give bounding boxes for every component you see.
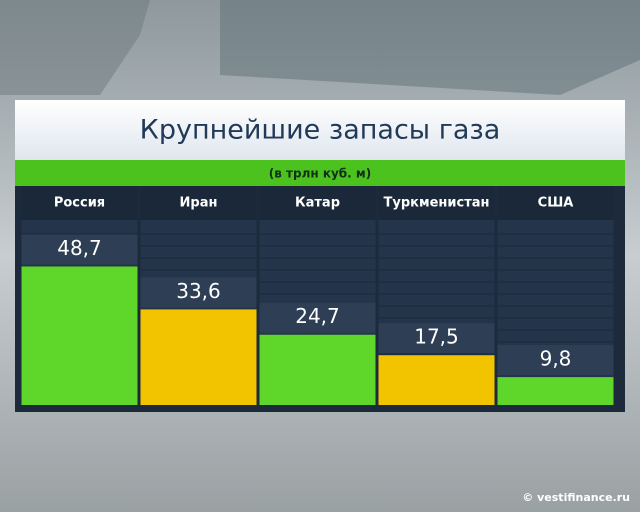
bar [259,334,376,405]
column-header [497,186,614,220]
bar [378,355,495,405]
bar [21,266,138,405]
value-label-box [259,302,376,333]
x-tick-label: Катар [295,196,340,211]
bar [497,377,614,405]
bar [140,309,257,405]
column-header [378,186,495,220]
value-label-box [140,277,257,308]
column-header [259,186,376,220]
bg-shape [0,0,150,95]
value-label-box [378,323,495,354]
source: © vestifinance.ru [522,491,630,504]
bg-shape [220,0,640,95]
chart-title: Крупнейшие запасы газа [140,115,501,146]
value-label: 48,7 [57,236,102,260]
title-panel [15,100,625,160]
x-tick-label: США [538,196,574,211]
value-label: 33,6 [176,279,221,303]
value-label: 24,7 [295,304,340,328]
x-tick-label: Иран [180,196,218,211]
value-label: 9,8 [540,347,572,371]
value-label: 17,5 [414,325,459,349]
x-tick-label: Россия [54,196,105,211]
column-header [21,186,138,220]
x-tick-label: Туркменистан [384,196,490,211]
chart-subtitle: (в трлн куб. м) [269,167,371,181]
column-header [140,186,257,220]
subtitle-strip [15,160,625,186]
value-label-box [497,345,614,376]
value-label-box [21,234,138,265]
